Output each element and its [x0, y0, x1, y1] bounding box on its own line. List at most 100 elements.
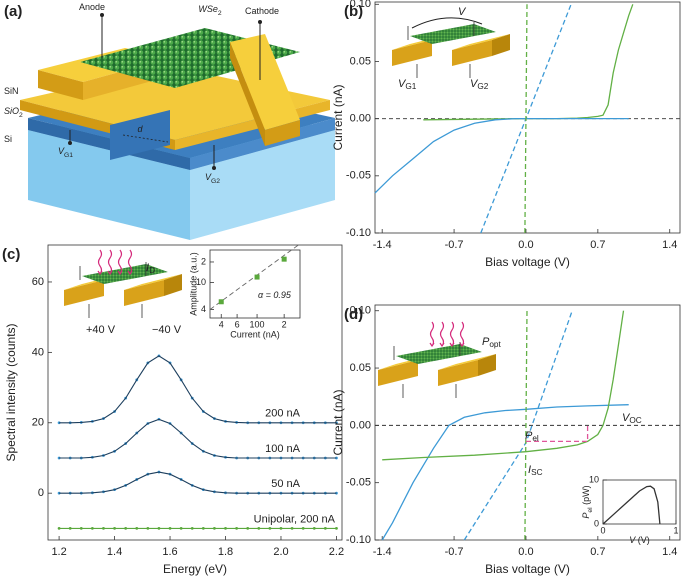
- y-tick-label: 0.05: [350, 362, 371, 374]
- annotation-main: +40 V: [86, 324, 116, 336]
- x-tick-label: -0.7: [445, 546, 464, 558]
- series-line: [381, 404, 629, 541]
- schematic-label: WSe2: [198, 4, 222, 16]
- data-point: [57, 456, 61, 460]
- series-label: 200 nA: [265, 408, 301, 420]
- annotation-sub: SC: [531, 468, 543, 477]
- y-axis-label-sub: el: [587, 507, 594, 513]
- y-tick-label: -0.10: [346, 534, 371, 546]
- y-tick-label: 4: [201, 304, 206, 314]
- schematic-label-main: V: [205, 172, 212, 182]
- x-tick-label: 6: [235, 319, 240, 329]
- x-tick-label: 0.7: [590, 546, 605, 558]
- panel-label: (a): [4, 3, 22, 20]
- y-axis-label: Current (nA): [331, 389, 345, 455]
- annotation: ISC: [528, 464, 543, 477]
- y-tick-label: 0.10: [350, 0, 371, 10]
- y-tick-label: 0.05: [350, 55, 371, 67]
- y-tick-label: 20: [32, 417, 44, 429]
- annotation-sub: el: [532, 434, 539, 443]
- annotation-main: I: [146, 262, 149, 274]
- x-tick-label: 1.4: [662, 239, 677, 251]
- y-tick-label: -0.10: [346, 227, 371, 239]
- device-icon: [63, 261, 183, 319]
- data-point: [218, 299, 224, 305]
- annotation-main: −40 V: [152, 324, 182, 336]
- y-tick-label: 0: [594, 518, 599, 528]
- annotation-main: I: [528, 464, 531, 476]
- series-line: [59, 418, 337, 459]
- x-tick-label: 2.2: [329, 546, 344, 558]
- annotation: VG2: [470, 78, 489, 91]
- annotation-main: α = 0.95: [258, 290, 292, 300]
- y-tick-label: -0.05: [346, 170, 371, 182]
- annotation: −40 V: [152, 324, 182, 336]
- y-axis-label: Amplitude (a.u.): [188, 252, 198, 316]
- schematic-label-main: Si: [4, 134, 12, 144]
- panel-label: (b): [344, 3, 363, 20]
- x-axis-label: Energy (eV): [163, 562, 227, 576]
- schematic-label-main: Cathode: [245, 6, 279, 16]
- x-tick-label: 0: [600, 525, 605, 535]
- data-point: [57, 421, 61, 425]
- inset-background: [603, 480, 676, 524]
- annotation-main: P: [482, 336, 490, 348]
- x-tick-label: 1: [673, 525, 678, 535]
- schematic-label-main: WSe: [198, 4, 218, 14]
- device-icon: [377, 341, 497, 399]
- schematic-label-sub: 2: [19, 112, 23, 119]
- y-tick-label: 0.10: [350, 305, 371, 317]
- annotation-main: V: [398, 78, 407, 90]
- annotation-sub: D: [149, 266, 155, 275]
- series-line: [59, 471, 337, 494]
- y-tick-label: 40: [32, 346, 44, 358]
- x-axis-label: Current (nA): [230, 329, 280, 339]
- series-line: [524, 4, 528, 234]
- data-point: [57, 526, 61, 530]
- schematic-label: VG1: [58, 146, 73, 158]
- schematic-label-main: V: [58, 146, 65, 156]
- device-schematic: [20, 13, 335, 240]
- x-axis-label-main: V: [629, 535, 636, 545]
- x-axis-label: Bias voltage (V): [485, 562, 570, 576]
- y-tick-label: 60: [32, 276, 44, 288]
- schematic-label: d: [137, 124, 143, 134]
- panel-label: (c): [2, 246, 20, 263]
- plot-frame: [374, 304, 681, 541]
- series-line: [524, 310, 528, 541]
- series-line: [59, 355, 337, 424]
- series-label: 100 nA: [265, 443, 301, 455]
- y-axis-label-after: (pW): [581, 485, 591, 507]
- x-tick-label: 1.2: [51, 546, 66, 558]
- x-tick-label: 2: [282, 319, 287, 329]
- annotation-main: P: [525, 430, 533, 442]
- schematic-label-sub: G2: [211, 178, 220, 185]
- panel-label: (d): [344, 306, 363, 323]
- y-axis-label: Pel (pW): [581, 485, 593, 518]
- schematic-label: SiO2: [4, 106, 23, 118]
- x-tick-label: -1.4: [373, 546, 392, 558]
- schematic-label: VG2: [205, 172, 220, 184]
- plot-frame: [209, 249, 301, 319]
- annotation: V: [458, 6, 467, 18]
- schematic-label: Anode: [79, 2, 105, 12]
- x-tick-label: 2.0: [273, 546, 288, 558]
- x-axis-label: V (V): [629, 535, 650, 545]
- device-icon: [391, 21, 511, 79]
- y-tick-label: 0.00: [350, 113, 371, 125]
- x-tick-label: 0.7: [590, 239, 605, 251]
- y-tick-label: 10: [196, 277, 206, 287]
- y-tick-label: 2: [201, 256, 206, 266]
- series-line: [602, 485, 661, 525]
- x-tick-label: 100: [250, 319, 265, 329]
- y-tick-label: 0.00: [350, 419, 371, 431]
- y-tick-label: 0: [38, 487, 44, 499]
- x-tick-label: 0.0: [518, 239, 533, 251]
- x-tick-label: 1.8: [218, 546, 233, 558]
- plot-frame: [374, 1, 681, 234]
- y-axis-label-main: P: [581, 513, 591, 519]
- x-tick-label: 1.4: [107, 546, 122, 558]
- annotation-main: V: [470, 78, 479, 90]
- data-point: [254, 274, 260, 280]
